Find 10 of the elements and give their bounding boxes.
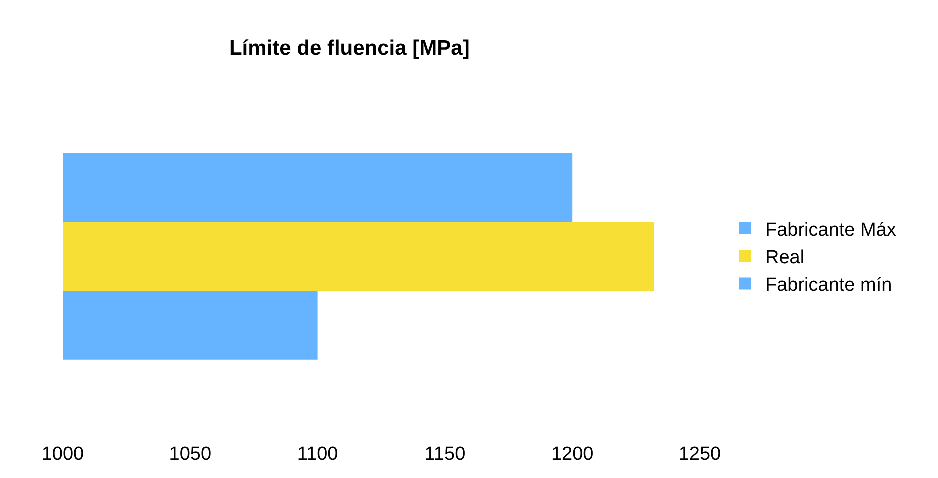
legend-label: Fabricante mín	[765, 275, 892, 296]
legend-label: Fabricante Máx	[765, 220, 897, 241]
chart-title: Límite de fluencia [MPa]	[229, 37, 470, 60]
x-tick-label: 1250	[678, 444, 722, 465]
x-tick-label: 1150	[424, 444, 466, 465]
x-tick-label: 1200	[551, 444, 594, 465]
x-tick-label: 1100	[297, 444, 338, 465]
x-tick-label: 1000	[42, 444, 84, 465]
legend-label: Real	[765, 247, 805, 268]
x-tick-label: 1050	[169, 444, 212, 465]
